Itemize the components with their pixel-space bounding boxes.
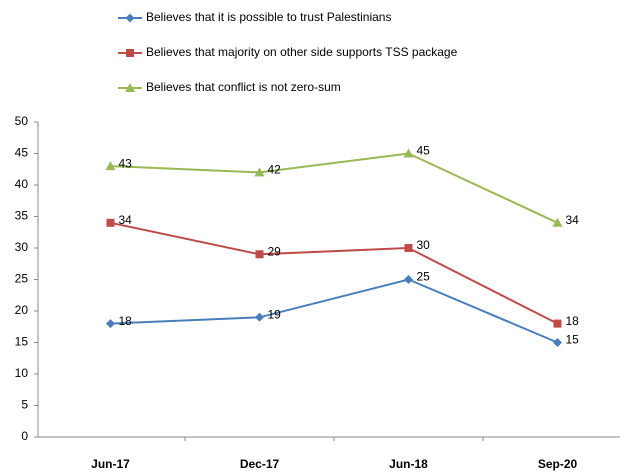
y-tick-label: 40: [15, 177, 29, 191]
x-tick-label: Sep-20: [538, 457, 578, 471]
y-tick-label: 20: [15, 303, 29, 317]
series-line: [110, 152, 558, 224]
marker: [403, 148, 414, 158]
legend-label: Believes that conflict is not zero-sum: [146, 80, 341, 94]
data-label: 30: [417, 238, 431, 252]
marker: [105, 161, 116, 171]
data-label: 34: [119, 213, 133, 227]
data-label: 18: [119, 314, 133, 328]
y-tick-label: 30: [15, 240, 29, 254]
marker: [125, 13, 135, 23]
y-tick-label: 50: [15, 114, 29, 128]
data-label: 15: [566, 333, 580, 347]
marker: [552, 217, 563, 227]
y-tick-label: 25: [15, 272, 29, 286]
marker: [255, 250, 264, 259]
data-label: 43: [119, 156, 133, 170]
y-tick-label: 15: [15, 335, 29, 349]
series-line: [110, 278, 558, 344]
data-label: 34: [566, 213, 580, 227]
x-tick-label: Jun-18: [389, 457, 428, 471]
x-tick-label: Jun-17: [91, 457, 130, 471]
data-label: 45: [417, 144, 431, 158]
marker: [255, 312, 264, 322]
x-tick-label: Dec-17: [240, 457, 280, 471]
data-label: 19: [268, 307, 282, 321]
data-label: 18: [566, 314, 580, 328]
series-line: [110, 221, 558, 325]
marker: [404, 244, 413, 252]
marker: [126, 49, 134, 57]
y-tick-label: 45: [15, 146, 29, 160]
legend-label: Believes that majority on other side sup…: [146, 45, 458, 59]
y-tick-label: 5: [21, 398, 28, 412]
data-label: 42: [268, 163, 282, 177]
marker: [553, 338, 562, 347]
data-label: 25: [417, 270, 431, 284]
y-tick-label: 35: [15, 209, 29, 223]
data-label: 29: [268, 244, 282, 258]
y-tick-label: 0: [21, 429, 28, 443]
y-tick-label: 10: [15, 366, 29, 380]
marker: [553, 319, 562, 328]
marker: [254, 167, 265, 177]
marker: [106, 218, 115, 227]
marker: [404, 275, 413, 284]
marker: [106, 319, 115, 329]
marker: [125, 83, 135, 92]
legend-label: Believes that it is possible to trust Pa…: [146, 10, 391, 24]
